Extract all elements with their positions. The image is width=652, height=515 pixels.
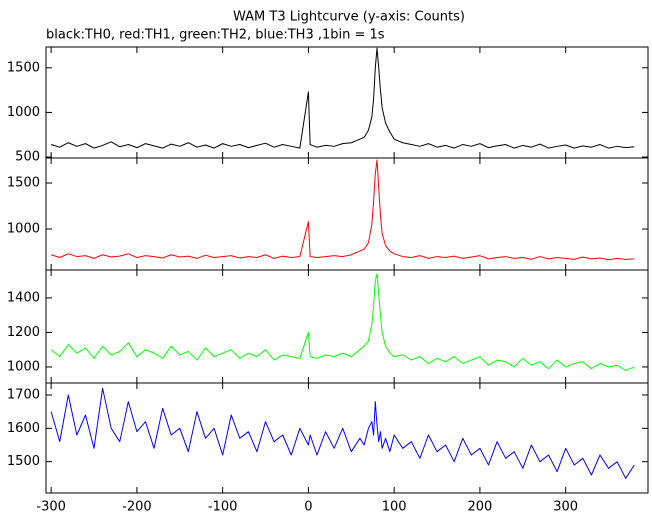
panel-frame <box>45 157 649 271</box>
light-curve <box>50 159 635 261</box>
y-tick-label: 1500 <box>7 454 40 469</box>
x-tick-label: 300 <box>553 500 578 515</box>
light-curve <box>50 387 635 479</box>
x-tick-label: 0 <box>304 500 312 515</box>
y-tick-label: 1000 <box>7 221 40 236</box>
y-tick-label: 1000 <box>7 359 40 374</box>
y-tick-label: 1500 <box>7 60 40 75</box>
y-tick-label: 1700 <box>7 388 40 403</box>
panel-frame <box>45 269 649 384</box>
y-tick-label: 1000 <box>7 105 40 120</box>
y-tick-label: 1400 <box>7 290 40 305</box>
panel-frame <box>45 46 649 159</box>
light-curve <box>51 47 635 149</box>
y-tick-label: 1600 <box>7 421 40 436</box>
y-tick-label: 1500 <box>7 176 40 191</box>
y-tick-label: 1200 <box>7 325 40 340</box>
chart-title: WAM T3 Lightcurve (y-axis: Counts) <box>233 10 465 25</box>
light-curve <box>50 273 635 371</box>
x-tick-label: 200 <box>468 500 493 515</box>
x-tick-label: -300 <box>36 500 66 515</box>
x-tick-label: -200 <box>122 500 152 515</box>
x-tick-label: 100 <box>382 500 407 515</box>
chart-subtitle: black:TH0, red:TH1, green:TH2, blue:TH3 … <box>46 28 385 43</box>
panel-frame <box>45 382 649 494</box>
x-tick-label: -100 <box>208 500 238 515</box>
y-tick-label: 500 <box>15 150 40 165</box>
